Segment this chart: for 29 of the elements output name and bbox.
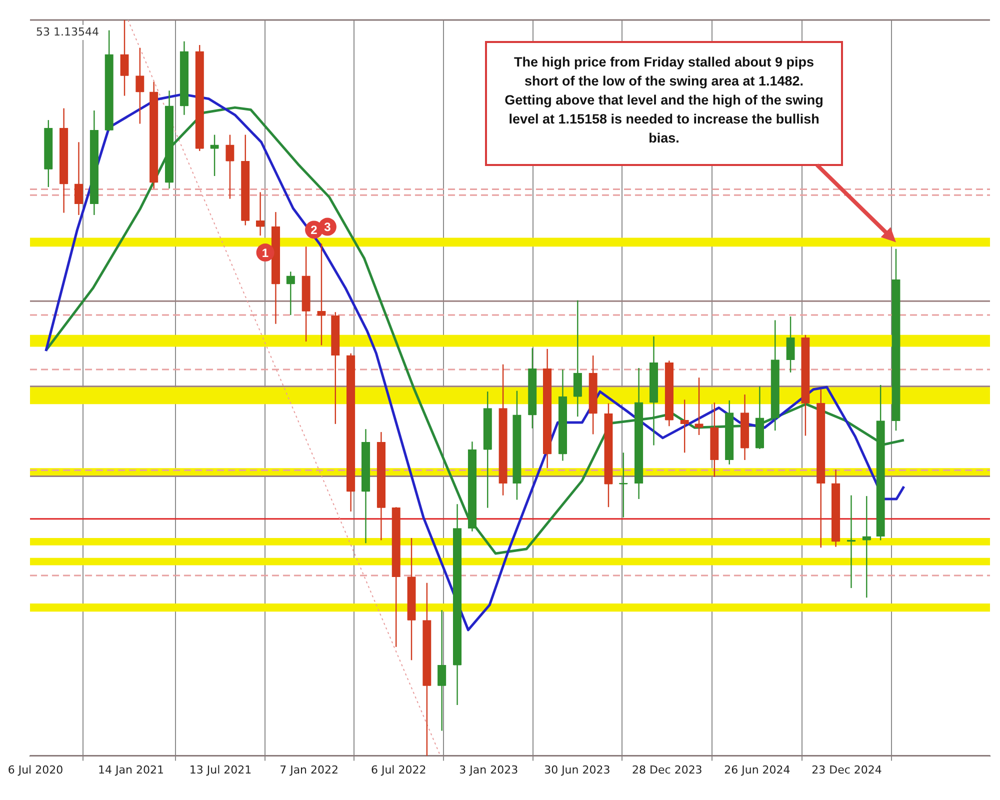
candlestick	[680, 399, 689, 454]
annotation: 3	[324, 220, 332, 234]
x-tick-label: 30 Jun 2023	[544, 763, 610, 776]
x-tick-label: 26 Jun 2024	[724, 763, 790, 776]
x-tick-label: 6 Jul 2022	[370, 763, 426, 776]
candlestick	[862, 495, 871, 598]
annotation: The high price from Friday stalled about 9 pips short of the low of the swing area at 1.1482. Getting above that level and the high of the swing level at 1.15158 is needed to increase the bullish bias.	[504, 54, 824, 146]
candlestick	[694, 377, 704, 436]
candlestick	[286, 271, 295, 316]
annotation: 53 1.13544	[36, 25, 99, 38]
x-tick-label: 6 Jul 2020	[8, 763, 64, 776]
x-tick-label: 13 Jul 2021	[189, 763, 252, 776]
x-tick-label: 23 Dec 2024	[812, 763, 882, 776]
candlestick	[317, 243, 326, 346]
candlestick	[256, 192, 265, 236]
candlestick	[120, 19, 129, 96]
x-tick-label: 3 Jan 2023	[459, 763, 518, 776]
annotation: 2	[310, 223, 318, 238]
candlestick	[573, 300, 582, 418]
candlestick	[786, 316, 795, 374]
candlestick	[438, 610, 446, 732]
x-tick-label: 7 Jan 2022	[280, 763, 339, 776]
x-tick-label: 28 Dec 2023	[632, 763, 702, 776]
x-tick-label: 14 Jan 2021	[98, 763, 164, 776]
annotation: 1	[262, 246, 269, 260]
candlestick	[226, 134, 234, 200]
candlestick	[846, 494, 856, 589]
candlestick	[136, 47, 144, 124]
candlestick	[74, 142, 84, 216]
